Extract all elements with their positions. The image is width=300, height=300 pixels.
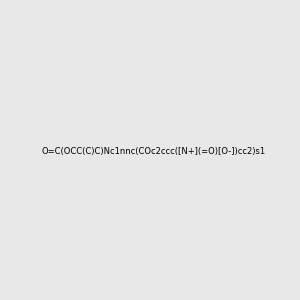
Text: O=C(OCC(C)C)Nc1nnc(COc2ccc([N+](=O)[O-])cc2)s1: O=C(OCC(C)C)Nc1nnc(COc2ccc([N+](=O)[O-])… [42,147,266,156]
